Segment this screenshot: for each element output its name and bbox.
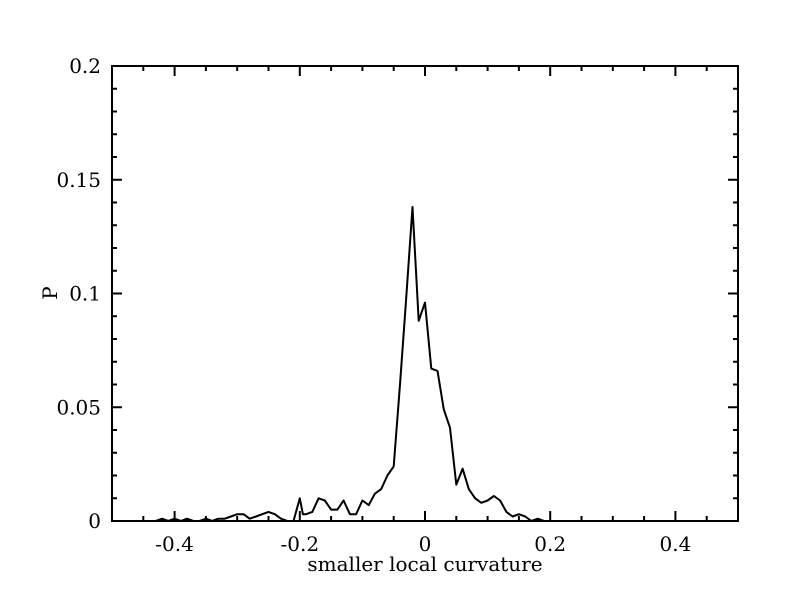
x-tick-label: -0.2	[281, 532, 320, 556]
y-tick-label: 0.1	[69, 282, 101, 306]
y-tick-label: 0.05	[56, 395, 101, 419]
plot-frame	[111, 65, 739, 522]
x-tick-label: 0.2	[534, 532, 566, 556]
axis-tick-labels: -0.4 -0.2 0 0.2 0.4 0 0.05 0.1 0.15 0.2	[56, 54, 691, 556]
y-axis-label: P	[38, 286, 62, 299]
y-tick-label: 0	[88, 509, 101, 533]
series-layer	[155, 206, 545, 522]
x-tick-label: 0	[419, 532, 432, 556]
x-tick-label: 0.4	[659, 532, 691, 556]
axis-ticks	[111, 65, 739, 522]
x-tick-label: -0.4	[155, 532, 194, 556]
y-tick-label: 0.2	[69, 54, 101, 78]
y-tick-label: 0.15	[56, 168, 101, 192]
series-line	[155, 206, 545, 522]
x-axis-label: smaller local curvature	[307, 552, 542, 576]
